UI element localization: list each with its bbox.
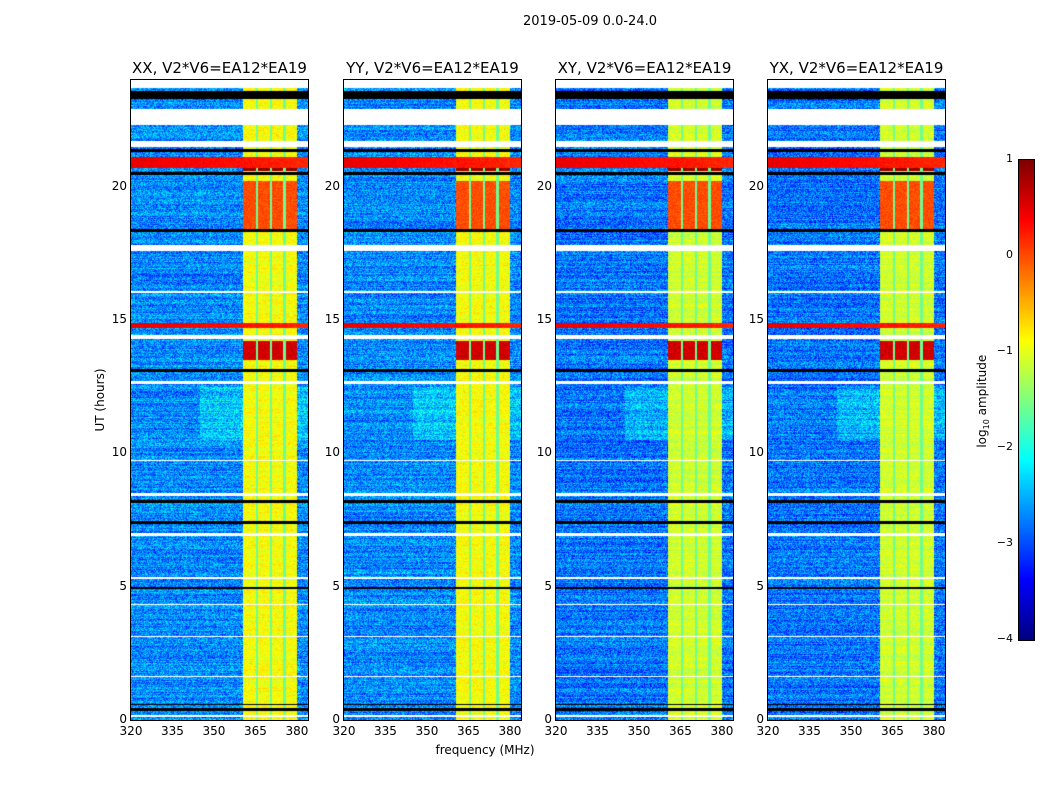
axes-frame: [343, 79, 522, 721]
spectrogram-3: [768, 80, 945, 720]
panel-title: YY, V2*V6=EA12*EA19: [346, 59, 519, 77]
panel-title: XX, V2*V6=EA12*EA19: [132, 59, 307, 77]
y-tick-label: 0: [332, 712, 340, 726]
x-axis-label: frequency (MHz): [435, 743, 535, 757]
y-tick-label: 10: [536, 445, 552, 460]
x-tick-label: 350: [839, 724, 863, 738]
y-tick-label: 5: [119, 578, 127, 593]
x-tick-label: 365: [244, 724, 267, 738]
colorbar-tick-label: −2: [996, 440, 1013, 453]
y-tick-label: 15: [111, 312, 127, 326]
spectrogram-1: [344, 80, 521, 720]
x-tick-label: 320: [332, 724, 356, 738]
y-tick-label: 0: [544, 712, 552, 726]
y-tick-label: 20: [324, 178, 340, 193]
y-axis-label: UT (hours): [93, 368, 107, 432]
colorbar-tick-label: −3: [996, 536, 1013, 549]
x-tick-label: 320: [119, 724, 143, 738]
y-tick-label: 10: [111, 445, 127, 460]
panel-title: YX, V2*V6=EA12*EA19: [769, 59, 944, 77]
axes-frame: [130, 79, 309, 721]
x-tick-label: 335: [798, 724, 821, 738]
x-tick-label: 365: [457, 724, 480, 738]
x-tick-label: 350: [202, 724, 226, 738]
x-tick-label: 365: [881, 724, 904, 738]
y-tick-label: 15: [536, 312, 552, 326]
x-tick-label: 335: [374, 724, 397, 738]
y-tick-label: 20: [748, 178, 764, 193]
y-tick-label: 5: [332, 578, 340, 593]
y-tick-label: 10: [324, 445, 340, 460]
spectrogram-0: [131, 80, 308, 720]
y-tick-label: 0: [119, 712, 127, 726]
x-tick-label: 365: [669, 724, 692, 738]
x-tick-label: 320: [544, 724, 568, 738]
colorbar-tick-label: 0: [1006, 248, 1013, 261]
colorbar: [1019, 160, 1034, 640]
y-tick-label: 10: [748, 445, 764, 460]
x-tick-label: 335: [586, 724, 609, 738]
y-tick-label: 15: [748, 312, 764, 326]
panel-title: XY, V2*V6=EA12*EA19: [557, 59, 732, 77]
y-tick-label: 20: [111, 178, 127, 193]
colorbar-tick-label: −4: [996, 632, 1013, 645]
colorbar-tick-label: 1: [1006, 152, 1013, 165]
x-tick-label: 380: [710, 724, 734, 738]
axes-frame: [767, 79, 946, 721]
colorbar-label: log10 amplitude: [974, 354, 992, 448]
spectrogram-2: [556, 80, 733, 720]
x-tick-label: 380: [498, 724, 522, 738]
figure-title: 2019-05-09 0.0-24.0: [523, 14, 657, 29]
x-tick-label: 350: [415, 724, 439, 738]
x-tick-label: 380: [285, 724, 309, 738]
x-tick-label: 320: [756, 724, 780, 738]
x-tick-label: 350: [627, 724, 651, 738]
y-tick-label: 0: [756, 712, 764, 726]
y-tick-label: 5: [756, 578, 764, 593]
y-tick-label: 5: [544, 578, 552, 593]
y-tick-label: 20: [536, 178, 552, 193]
x-tick-label: 335: [161, 724, 184, 738]
axes-frame: [555, 79, 734, 721]
y-tick-label: 15: [324, 312, 340, 326]
colorbar-tick-label: −1: [996, 344, 1013, 357]
x-tick-label: 380: [922, 724, 946, 738]
colorbar-frame: [1018, 159, 1035, 641]
